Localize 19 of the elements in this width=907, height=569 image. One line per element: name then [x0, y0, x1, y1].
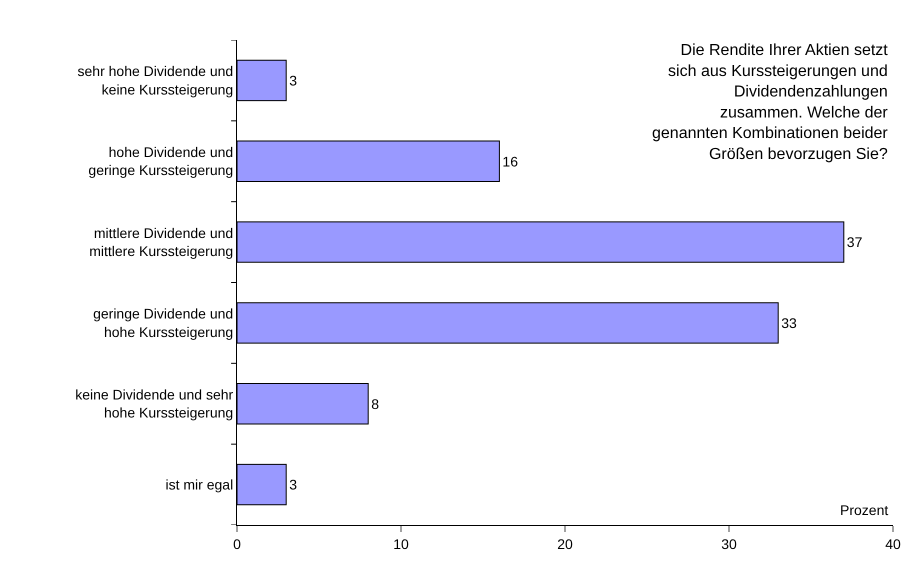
data-label: 3: [289, 476, 298, 493]
data-label: 37: [846, 234, 863, 250]
data-label: 8: [371, 396, 380, 412]
data-label: 3: [289, 72, 298, 88]
data-label: 33: [781, 314, 797, 331]
x-tick-label: 40: [885, 536, 901, 552]
x-tick-label: 30: [721, 536, 737, 552]
y-tick-label: sehr hohe Dividende und keine Kurssteigerung: [78, 63, 234, 98]
y-tick-label: hohe Dividende und geringe Kurssteigerung: [88, 144, 234, 178]
y-tick-label: ist mir egal: [166, 476, 234, 492]
x-tick-label: 20: [557, 536, 573, 552]
x-tick-label: 10: [393, 536, 409, 552]
y-tick-label: geringe Dividende und hohe Kurssteigerung: [93, 306, 234, 340]
x-tick-label: 0: [233, 536, 242, 552]
y-tick-label: keine Dividende und sehr hohe Kurssteigerung: [75, 386, 234, 421]
data-label: 16: [502, 153, 518, 170]
annotation: Prozent: [840, 502, 888, 518]
y-tick-label: mittlere Dividende und mittlere Kurssteigerung: [89, 224, 234, 260]
annotation: Die Rendite Ihrer Aktien setzt sich aus Kurssteigerungen und Dividendenzahlungen zusammen. Welche der genannten Kombinationen beider Größen bevorzugen Sie?: [652, 42, 888, 163]
